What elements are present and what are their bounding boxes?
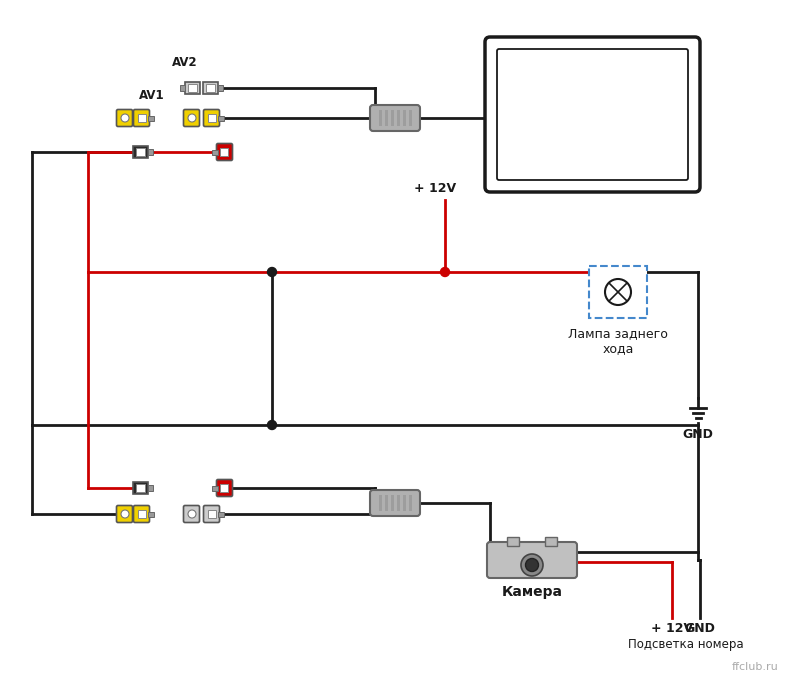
Bar [203,82,218,94]
Text: МОНИТОР: МОНИТОР [536,105,649,124]
FancyBboxPatch shape [497,49,688,180]
Bar [208,510,216,518]
Bar [409,495,412,511]
Bar [409,110,412,126]
Bar [397,495,400,511]
Bar [148,115,154,121]
Circle shape [121,114,129,122]
Bar [385,495,388,511]
Bar [208,114,216,122]
Bar [138,114,146,122]
Bar [391,495,394,511]
Bar [133,146,148,158]
Bar [136,148,145,156]
Circle shape [441,267,450,276]
FancyBboxPatch shape [487,542,577,578]
FancyBboxPatch shape [183,110,199,126]
Bar [148,512,154,516]
FancyBboxPatch shape [134,110,150,126]
Circle shape [188,114,196,122]
FancyBboxPatch shape [203,505,219,522]
Bar [385,110,388,126]
Text: + 12V: + 12V [414,182,456,195]
Bar [148,149,153,155]
Circle shape [267,267,277,276]
Bar [188,84,197,92]
Text: AV2: AV2 [172,56,198,69]
Text: GND: GND [685,622,715,635]
Bar [379,110,382,126]
Bar [507,537,519,546]
Circle shape [267,421,277,430]
Bar [136,484,145,492]
Text: Лампа заднего
хода: Лампа заднего хода [568,327,668,355]
Circle shape [605,279,631,305]
Bar [212,149,218,155]
Bar [397,110,400,126]
Bar [379,495,382,511]
Circle shape [526,559,538,572]
Bar [220,148,228,156]
FancyBboxPatch shape [203,110,219,126]
Bar [218,512,224,516]
Bar [218,115,224,121]
Text: + 12V: + 12V [651,622,693,635]
FancyBboxPatch shape [485,37,700,192]
Bar [138,510,146,518]
Bar [218,85,223,91]
Text: Подсветка номера: Подсветка номера [628,638,744,651]
FancyBboxPatch shape [217,479,233,496]
Circle shape [521,554,543,576]
Bar [403,110,406,126]
Bar [185,82,200,94]
Bar [391,110,394,126]
Text: AV1: AV1 [139,89,165,102]
Bar [403,495,406,511]
Bar [589,266,647,318]
FancyBboxPatch shape [370,105,420,131]
Bar [545,537,557,546]
Bar [148,485,153,491]
FancyBboxPatch shape [117,505,133,522]
FancyBboxPatch shape [370,490,420,516]
Text: GND: GND [682,428,714,441]
FancyBboxPatch shape [117,110,133,126]
Circle shape [121,510,129,518]
Text: ffclub.ru: ffclub.ru [731,662,778,672]
Text: Камера: Камера [502,585,562,599]
FancyBboxPatch shape [217,143,233,160]
Bar [212,486,218,490]
Bar [206,84,215,92]
Bar [133,482,148,494]
FancyBboxPatch shape [134,505,150,522]
FancyBboxPatch shape [183,505,199,522]
Circle shape [188,510,196,518]
Bar [180,85,185,91]
Bar [220,484,228,492]
